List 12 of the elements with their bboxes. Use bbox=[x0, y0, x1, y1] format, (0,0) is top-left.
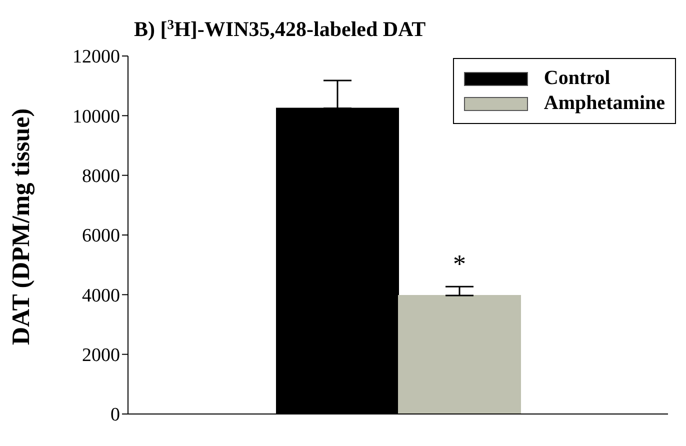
y-tick-label: 10000 bbox=[72, 106, 120, 128]
annotation: * bbox=[453, 250, 466, 279]
y-tick-label: 2000 bbox=[82, 345, 120, 366]
y-tick-label: 12000 bbox=[72, 46, 120, 68]
y-tick-label: 0 bbox=[110, 404, 120, 426]
y-axis-title: DAT (DPM/mg tissue) bbox=[8, 108, 35, 345]
y-tick-label: 6000 bbox=[82, 226, 120, 247]
y-tick-label: 8000 bbox=[82, 166, 120, 188]
chart-title: B) [$^{3}$H]-WIN35,428-labeled DAT bbox=[134, 16, 426, 41]
legend-label: Control bbox=[544, 67, 610, 90]
y-tick-label: 4000 bbox=[82, 285, 120, 306]
legend-label: Amphetamine bbox=[544, 92, 665, 115]
